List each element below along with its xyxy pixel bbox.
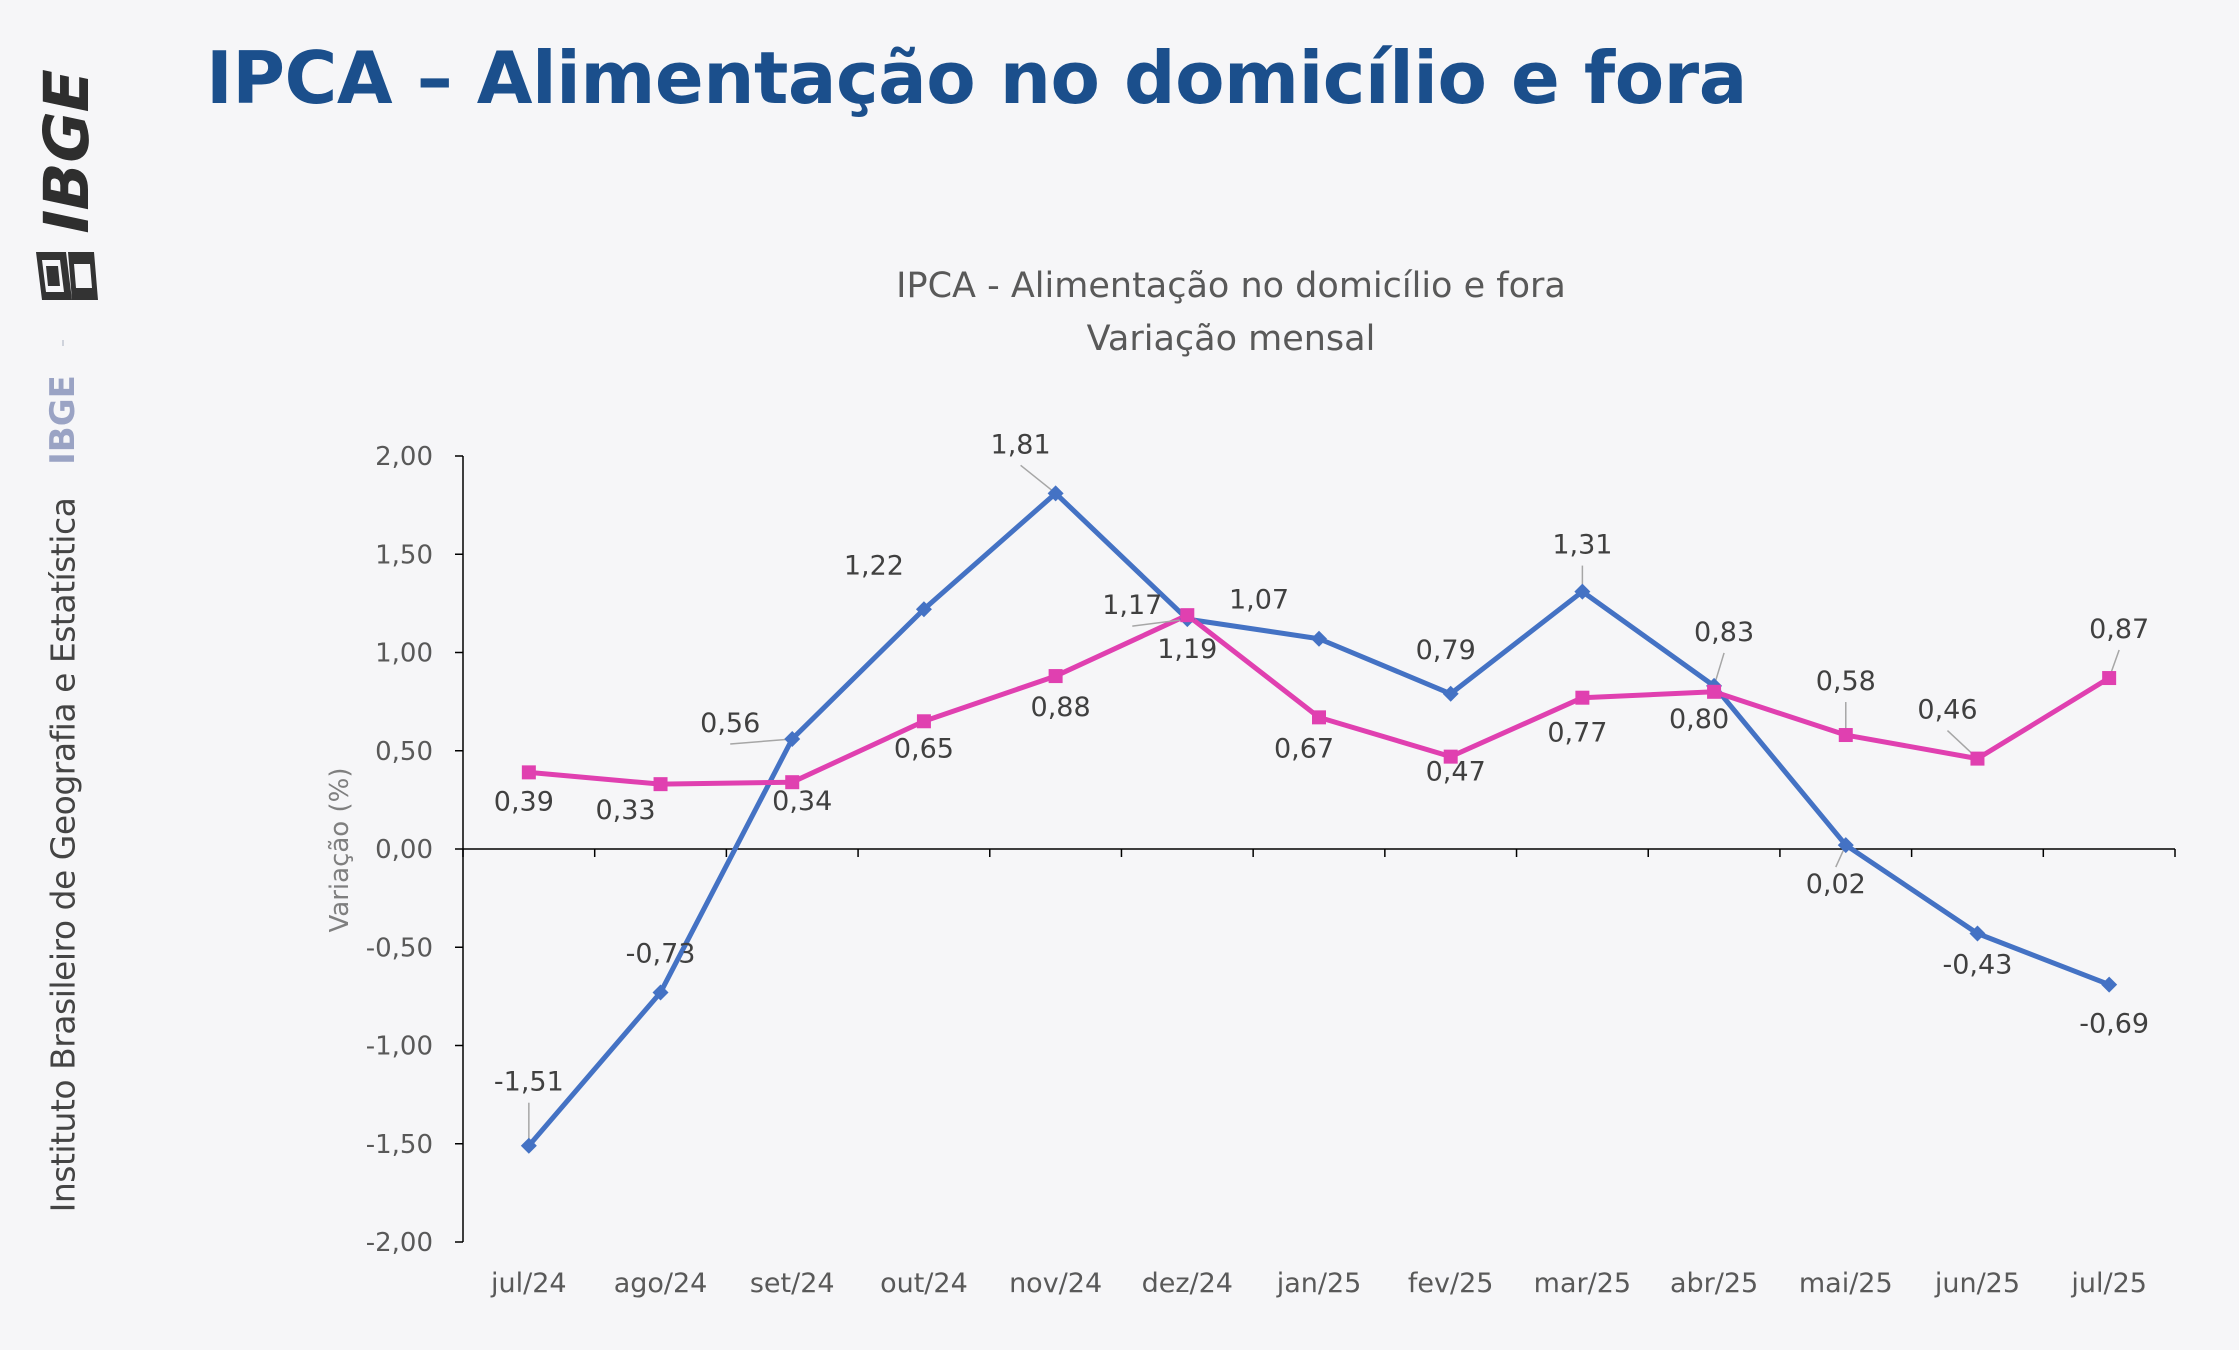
series-2-point: [1838, 728, 1853, 743]
series-1-data-label: 0,83: [1694, 617, 1754, 648]
series-1-point: [1311, 630, 1327, 647]
x-tick-label: fev/25: [1408, 1268, 1494, 1299]
series-1-data-label: 1,31: [1552, 530, 1612, 561]
y-tick-label: -2,00: [366, 1228, 433, 1258]
label-leader-line: [1132, 618, 1188, 627]
series-2-data-label: 0,77: [1547, 718, 1607, 749]
series-2-data-label: 0,34: [772, 786, 832, 817]
series-2-point: [916, 714, 931, 729]
x-tick-label: abr/25: [1670, 1268, 1758, 1299]
series-1-point: [1837, 837, 1854, 854]
series-1-data-label: 0,56: [700, 708, 760, 739]
x-tick-label: jul/24: [490, 1268, 567, 1299]
series-1-point: [2101, 976, 2118, 993]
page-title: IPCA – Alimentação no domicílio e fora: [206, 36, 1747, 120]
x-tick-label: out/24: [880, 1268, 968, 1299]
x-tick-label: jun/25: [1934, 1268, 2020, 1299]
series-2-point: [1048, 669, 1063, 684]
y-tick-label: -1,00: [366, 1032, 433, 1062]
series-2-data-label: 0,67: [1274, 733, 1334, 764]
label-leader-line: [1020, 464, 1057, 494]
label-leader-line: [730, 738, 793, 745]
series-2-point: [2102, 671, 2117, 686]
series-2-data-label: 0,46: [1917, 695, 1977, 726]
series-2-data-label: 1,19: [1157, 634, 1217, 665]
series-1-point: [1442, 685, 1459, 702]
series-1-point: [784, 730, 801, 747]
x-tick-label: set/24: [750, 1268, 835, 1299]
series-1-point: [1574, 583, 1591, 600]
series-2-point: [1443, 749, 1458, 764]
x-tick-label: nov/24: [1009, 1268, 1102, 1299]
series-1-point: [520, 1137, 537, 1154]
series-1-data-label: 1,07: [1229, 585, 1289, 616]
data-labels: -1,51 -0,73 0,56 1,22 1,81 1,17 1,07 0,79 1,31 0,…: [494, 429, 2149, 1097]
series-1-data-label: 1,81: [991, 429, 1051, 460]
series-1-point: [652, 984, 669, 1001]
series-2-point: [653, 777, 668, 792]
series-2-data-label: 0,80: [1669, 704, 1729, 735]
series-lines: [526, 490, 2111, 1148]
x-tick-label: jul/25: [2070, 1268, 2147, 1299]
y-tick-label: 0,00: [375, 835, 433, 865]
ibge-logo-mark: [36, 252, 98, 300]
x-tick-label: jan/25: [1276, 1268, 1362, 1299]
chart-axes: -2,00 -1,50 -1,00 -0,50 0,00 0,50 1,00 1,50 2,00…: [366, 442, 2176, 1299]
chart-subtitle: Variação mensal: [1087, 319, 1376, 359]
series-2-data-label: 0,58: [1816, 666, 1876, 697]
series-1-data-label: 0,02: [1806, 869, 1866, 900]
series-1-data-label: -0,69: [2079, 1009, 2149, 1040]
ibge-logo-text: IBGE: [31, 62, 100, 241]
y-tick-label: 0,50: [375, 737, 433, 767]
y-tick-label: 1,00: [375, 639, 433, 669]
series-2-point: [1970, 751, 1985, 766]
series-1-point: [1969, 925, 1986, 942]
series-2-data-label: 0,88: [1031, 692, 1091, 723]
series-1-point: [915, 601, 932, 618]
series-2-data-label: 0,47: [1426, 757, 1486, 788]
series-1-data-label: -0,73: [626, 938, 696, 969]
y-tick-label: 2,00: [375, 442, 433, 472]
series-2-point: [1575, 690, 1590, 705]
series-2-data-label: 0,39: [494, 786, 554, 817]
label-leaders: [528, 464, 2120, 1146]
series-1-data-label: 1,17: [1102, 590, 1162, 621]
x-tick-label: ago/24: [614, 1268, 708, 1299]
series-1-data-label: 1,22: [844, 550, 904, 581]
x-tick-label: mar/25: [1534, 1268, 1631, 1299]
sidebar: IBGE IBGE Instituto Brasileiro de Geogra…: [0, 0, 130, 1350]
y-tick-label: 1,50: [375, 540, 433, 570]
chart-title: IPCA - Alimentação no domicílio e fora: [896, 266, 1566, 306]
series-2-point: [785, 775, 800, 790]
series-2-point: [1180, 608, 1195, 623]
series-2-data-label: 0,87: [2089, 614, 2149, 645]
series-2-point: [1312, 710, 1326, 725]
ibge-logo: IBGE: [30, 60, 103, 300]
series-2-point: [521, 765, 536, 780]
series-1-data-label: -0,43: [1943, 949, 2013, 980]
series-2-point: [1707, 684, 1722, 699]
series-1-data-label: 0,79: [1416, 635, 1476, 666]
series-2-data-label: 0,33: [595, 795, 655, 826]
series-2-data-label: 0,65: [894, 733, 954, 764]
series-line-1: [526, 490, 2111, 1148]
y-tick-label: -0,50: [366, 933, 433, 963]
x-tick-label: mai/25: [1799, 1268, 1893, 1299]
x-tick-label: dez/24: [1142, 1268, 1233, 1299]
series-1-data-label: -1,51: [494, 1067, 564, 1098]
series-markers: [520, 485, 2118, 1154]
sidebar-divider: [62, 340, 64, 346]
series-1-point: [1047, 485, 1064, 502]
y-axis-title: Variação (%): [325, 768, 355, 933]
y-tick-label: -1,50: [366, 1130, 433, 1160]
